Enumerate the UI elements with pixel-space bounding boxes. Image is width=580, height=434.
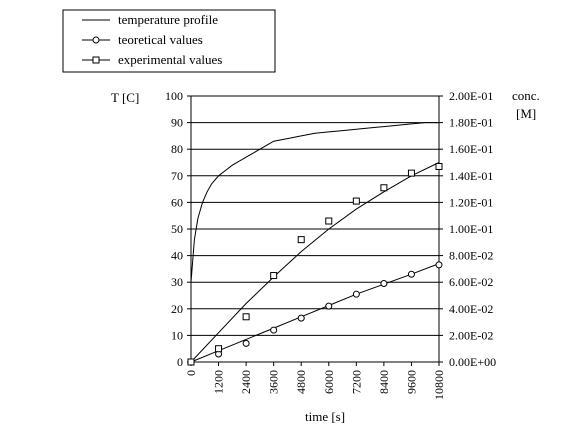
y-left-tick-label: 40 xyxy=(171,249,183,263)
y-left-tick-label: 90 xyxy=(171,116,183,130)
y-left-tick-label: 30 xyxy=(171,275,183,289)
y-right-tick-label: 1.40E-01 xyxy=(449,169,493,183)
experimental-values-point xyxy=(297,236,305,244)
x-axis-label: time [s] xyxy=(305,409,345,424)
gridlines xyxy=(191,95,439,363)
temperature-profile-line xyxy=(190,122,439,283)
y-right-tick-label: 1.60E-01 xyxy=(449,142,493,156)
y-left-tick-label: 80 xyxy=(171,142,183,156)
teoretical-values-point xyxy=(270,326,278,334)
y-right-tick-label: 1.00E-01 xyxy=(449,222,493,236)
teoretical-values-point xyxy=(435,261,443,269)
x-tick-label: 2400 xyxy=(239,370,253,394)
experimental-values-line xyxy=(190,162,440,363)
teoretical-values-point xyxy=(407,270,415,278)
y-right-tick-label: 4.00E-02 xyxy=(449,302,493,316)
y-right-tick-label: 0.00E+00 xyxy=(449,355,496,369)
legend: temperature profile teoretical values ex… xyxy=(62,9,276,73)
experimental-values-point xyxy=(325,217,333,225)
x-tick-label: 9600 xyxy=(404,370,418,394)
experimental-values-point xyxy=(215,345,223,353)
experimental-values-point xyxy=(380,184,388,192)
y-right-tick-label: 1.20E-01 xyxy=(449,195,493,209)
teoretical-values-point xyxy=(242,339,250,347)
x-tick-label: 8400 xyxy=(377,370,391,394)
series xyxy=(187,122,443,366)
tick-labels: 0 10 20 30 40 50 60 70 80 90 100 0.00E+00 2.00E-02 4.… xyxy=(165,89,496,400)
y-left-axis-label: T [C] xyxy=(111,90,139,105)
teoretical-values-point xyxy=(380,280,388,288)
x-tick-label: 3600 xyxy=(267,370,281,394)
experimental-values-point xyxy=(242,313,250,321)
x-tick-label: 0 xyxy=(184,370,198,376)
y-right-tick-label: 6.00E-02 xyxy=(449,275,493,289)
teoretical-values-point xyxy=(297,314,305,322)
teoretical-values-point xyxy=(325,302,333,310)
legend-temperature-label: temperature profile xyxy=(118,12,218,27)
y-right-axis-label-line2: [M] xyxy=(516,106,536,121)
x-tick-label: 7200 xyxy=(349,370,363,394)
x-tick-label: 6000 xyxy=(322,370,336,394)
y-left-tick-label: 70 xyxy=(171,169,183,183)
y-left-tick-label: 20 xyxy=(171,302,183,316)
teoretical-values-line xyxy=(190,263,440,363)
experimental-values-point xyxy=(270,272,278,280)
experimental-values-point xyxy=(435,162,443,170)
y-left-tick-label: 60 xyxy=(171,195,183,209)
experimental-values-point xyxy=(407,169,415,177)
y-left-tick-label: 10 xyxy=(171,328,183,342)
y-right-tick-label: 8.00E-02 xyxy=(449,249,493,263)
legend-teoretical-label: teoretical values xyxy=(118,32,203,47)
y-right-tick-label: 2.00E-01 xyxy=(449,89,493,103)
experimental-values-point xyxy=(187,358,195,366)
x-tick-label: 4800 xyxy=(294,370,308,394)
axes xyxy=(187,95,443,366)
y-right-tick-label: 2.00E-02 xyxy=(449,328,493,342)
legend-experimental-square-marker xyxy=(92,56,100,64)
legend-teoretical-circle-marker xyxy=(92,36,100,44)
y-left-tick-label: 100 xyxy=(165,89,183,103)
x-tick-label: 1200 xyxy=(212,370,226,394)
y-right-axis-label-line1: conc. xyxy=(512,88,540,103)
y-left-tick-label: 50 xyxy=(171,222,183,236)
x-tick-label: 10800 xyxy=(432,370,446,400)
y-right-tick-label: 1.80E-01 xyxy=(449,116,493,130)
experimental-values-point xyxy=(352,197,360,205)
y-left-tick-label: 0 xyxy=(177,355,183,369)
teoretical-values-point xyxy=(352,290,360,298)
legend-experimental-label: experimental values xyxy=(118,52,222,67)
